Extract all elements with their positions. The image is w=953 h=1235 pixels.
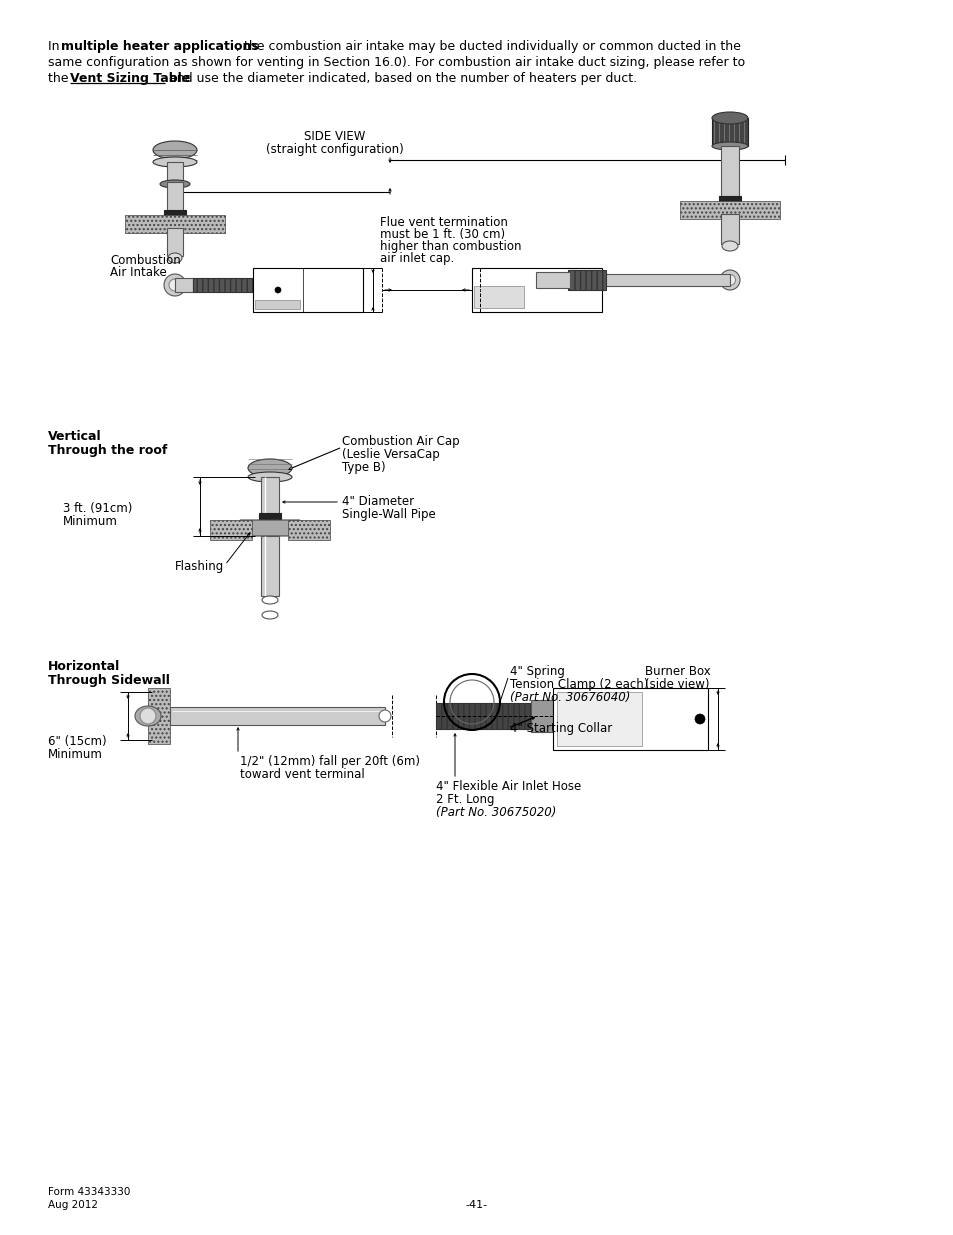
Text: same configuration as shown for venting in Section 16.0). For combustion air int: same configuration as shown for venting …: [48, 56, 744, 69]
Text: Combustion: Combustion: [110, 254, 180, 267]
Text: 4" Spring: 4" Spring: [510, 664, 564, 678]
Text: Vertical: Vertical: [48, 430, 102, 443]
Text: 2 Ft. Long: 2 Ft. Long: [436, 793, 494, 806]
Bar: [164, 210, 186, 219]
Bar: [553, 688, 707, 750]
Bar: [567, 270, 605, 290]
Text: Through Sidewall: Through Sidewall: [48, 674, 170, 687]
Bar: [719, 196, 740, 204]
Text: Flue vent termination: Flue vent termination: [379, 216, 507, 228]
Text: In: In: [48, 40, 64, 53]
Bar: [601, 274, 729, 287]
Bar: [261, 477, 278, 517]
Text: (side view): (side view): [644, 678, 709, 692]
Ellipse shape: [720, 270, 740, 290]
Ellipse shape: [164, 274, 186, 296]
Bar: [531, 700, 553, 732]
Bar: [536, 272, 569, 288]
Bar: [170, 706, 385, 725]
Text: (Part No. 30676040): (Part No. 30676040): [510, 692, 630, 704]
Ellipse shape: [248, 459, 292, 477]
Ellipse shape: [262, 597, 277, 604]
Text: Air Intake: Air Intake: [110, 266, 167, 279]
Bar: [720, 214, 739, 245]
Bar: [125, 215, 225, 233]
Ellipse shape: [152, 157, 196, 167]
Bar: [167, 228, 183, 256]
Text: must be 1 ft. (30 cm): must be 1 ft. (30 cm): [379, 228, 504, 241]
Bar: [707, 204, 751, 214]
Text: (Leslie VersaCap: (Leslie VersaCap: [341, 448, 439, 461]
Text: air inlet cap.: air inlet cap.: [379, 252, 454, 266]
Ellipse shape: [168, 253, 182, 263]
Text: Type B): Type B): [341, 461, 385, 474]
Text: 4" Flexible Air Inlet Hose: 4" Flexible Air Inlet Hose: [436, 781, 580, 793]
Bar: [679, 201, 780, 219]
Text: Flashing: Flashing: [174, 559, 224, 573]
Text: 4" Starting Collar: 4" Starting Collar: [510, 722, 612, 735]
Text: 3 ft. (91cm): 3 ft. (91cm): [63, 501, 132, 515]
Text: Aug 2012: Aug 2012: [48, 1200, 98, 1210]
Text: -41-: -41-: [465, 1200, 488, 1210]
Text: Horizontal: Horizontal: [48, 659, 120, 673]
Text: and use the diameter indicated, based on the number of heaters per duct.: and use the diameter indicated, based on…: [165, 72, 637, 85]
Text: Burner Box: Burner Box: [644, 664, 710, 678]
Ellipse shape: [152, 141, 196, 159]
Text: Minimum: Minimum: [63, 515, 118, 529]
Bar: [472, 268, 601, 312]
Bar: [557, 692, 641, 746]
Bar: [210, 520, 252, 540]
Circle shape: [695, 714, 704, 724]
Bar: [150, 219, 200, 228]
Text: multiple heater applications: multiple heater applications: [61, 40, 258, 53]
Ellipse shape: [160, 180, 190, 188]
Text: (straight configuration): (straight configuration): [266, 143, 403, 156]
Bar: [193, 278, 253, 291]
Ellipse shape: [248, 472, 292, 482]
Bar: [254, 300, 299, 309]
Text: (Part No. 30675020): (Part No. 30675020): [436, 806, 556, 819]
Text: Vent Sizing Table: Vent Sizing Table: [70, 72, 190, 85]
Bar: [148, 688, 170, 743]
Bar: [258, 513, 281, 520]
Polygon shape: [240, 520, 299, 536]
Bar: [253, 268, 363, 312]
Text: 4" Diameter: 4" Diameter: [341, 495, 414, 508]
Bar: [288, 520, 330, 540]
Text: 1/2" (12mm) fall per 20ft (6m): 1/2" (12mm) fall per 20ft (6m): [240, 755, 419, 768]
Text: toward vent terminal: toward vent terminal: [240, 768, 364, 781]
Bar: [711, 119, 747, 146]
Bar: [167, 182, 183, 214]
Bar: [167, 162, 183, 184]
Ellipse shape: [135, 706, 161, 726]
Bar: [720, 146, 739, 201]
Text: 6" (15cm): 6" (15cm): [48, 735, 107, 748]
Text: higher than combustion: higher than combustion: [379, 240, 521, 253]
Bar: [436, 703, 531, 729]
Text: SIDE VIEW: SIDE VIEW: [304, 130, 365, 143]
Ellipse shape: [723, 274, 735, 285]
Ellipse shape: [711, 142, 747, 149]
Circle shape: [378, 710, 391, 722]
Text: Minimum: Minimum: [48, 748, 103, 761]
Circle shape: [140, 708, 156, 724]
Ellipse shape: [711, 112, 747, 124]
Text: Tension Clamp (2 each): Tension Clamp (2 each): [510, 678, 648, 692]
Bar: [174, 278, 193, 291]
Ellipse shape: [169, 279, 181, 291]
Bar: [474, 287, 523, 308]
Text: , the combustion air intake may be ducted individually or common ducted in the: , the combustion air intake may be ducte…: [235, 40, 740, 53]
Bar: [261, 536, 278, 597]
Text: Through the roof: Through the roof: [48, 445, 167, 457]
Circle shape: [274, 287, 281, 293]
Ellipse shape: [262, 611, 277, 619]
Text: the: the: [48, 72, 72, 85]
Text: Single-Wall Pipe: Single-Wall Pipe: [341, 508, 436, 521]
Text: Combustion Air Cap: Combustion Air Cap: [341, 435, 459, 448]
Text: Form 43343330: Form 43343330: [48, 1187, 131, 1197]
Ellipse shape: [721, 241, 738, 251]
